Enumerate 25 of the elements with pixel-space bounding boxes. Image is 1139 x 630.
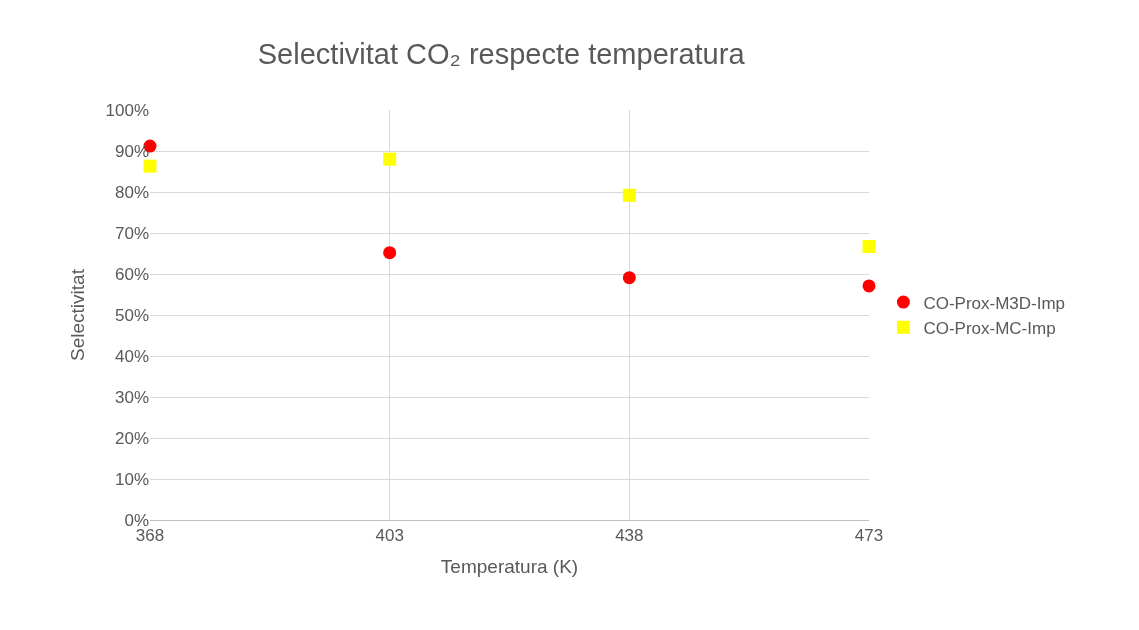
y-tick-label: 10% [114, 469, 149, 489]
legend-label: CO-Prox-M3D-Imp [923, 293, 1066, 313]
x-tick-label: 438 [615, 526, 644, 546]
x-tick-label: 473 [854, 526, 884, 546]
y-axis-title: Selectivitat [67, 268, 89, 361]
point [383, 152, 397, 166]
point [143, 159, 157, 173]
point [622, 188, 636, 202]
y-tick-label: 100% [105, 100, 149, 120]
y-tick-label: 50% [114, 305, 149, 325]
point [862, 279, 876, 293]
x-axis-title: Temperatura (K) [440, 556, 579, 578]
x-tick-label: 403 [375, 526, 404, 546]
point [383, 246, 397, 260]
y-tick-label: 30% [114, 387, 149, 407]
y-tick-label: 70% [114, 223, 149, 243]
y-tick-label: 40% [114, 346, 149, 366]
y-tick-label: 60% [114, 264, 149, 284]
legend-label: CO-Prox-MC-Imp [923, 318, 1056, 338]
y-tick-label: 90% [114, 141, 149, 161]
point [862, 240, 876, 254]
point [622, 271, 636, 285]
y-tick-label: 80% [114, 182, 149, 202]
y-tick-label: 20% [114, 428, 149, 448]
chart-title: Selectivitat CO₂ respecte temperatura [257, 38, 746, 71]
